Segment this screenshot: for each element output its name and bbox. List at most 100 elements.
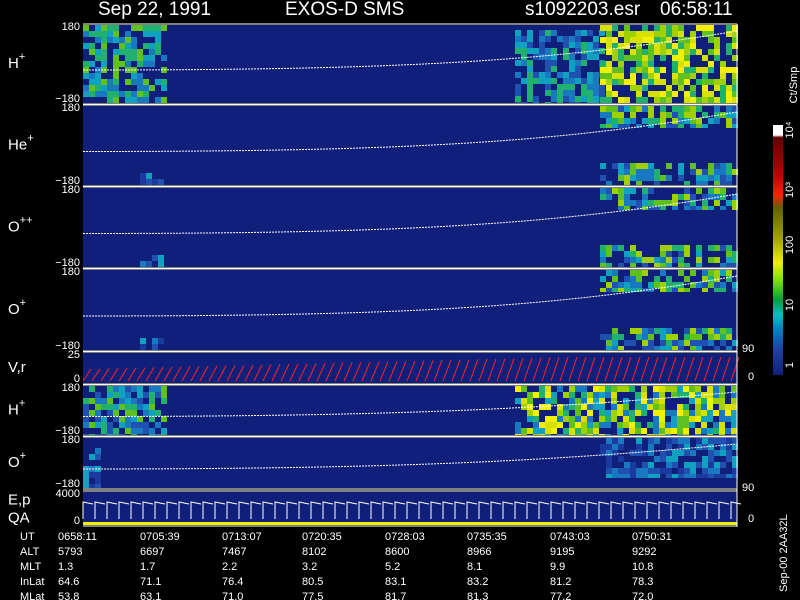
spectrogram-cell [612, 334, 618, 340]
spectrogram-cell [569, 404, 575, 410]
spectrogram-cell [624, 194, 630, 200]
spectrogram-cell [690, 200, 696, 206]
table-cell: 76.4 [222, 576, 243, 588]
spectrogram-cell [113, 404, 119, 410]
spectrogram-cell [131, 43, 137, 49]
spectrogram-cell [690, 37, 696, 43]
spectrogram-cell [678, 79, 684, 85]
spectrogram-cell [545, 102, 551, 103]
spectrogram-cell [720, 206, 726, 210]
spectrogram-cell [659, 422, 665, 428]
spectrogram-cell [642, 462, 648, 468]
spectrogram-cell [719, 434, 725, 435]
spectrogram-cell [726, 444, 732, 450]
spectrogram-cell [660, 263, 666, 267]
spectrogram-cell [551, 60, 557, 66]
spectrogram-cell [533, 72, 539, 78]
spectrogram-cell [545, 36, 551, 42]
spectrogram-cell [696, 124, 702, 128]
spectrogram-cell [636, 251, 642, 257]
y2-tick-label: 90 [742, 343, 754, 355]
spectrogram-cell [605, 392, 611, 398]
spectrogram-cell [600, 194, 606, 200]
spectrogram-cell [636, 49, 642, 55]
spectrogram-cell [83, 422, 89, 428]
spectrogram-cell [636, 61, 642, 67]
spectrogram-cell [678, 73, 684, 79]
table-cell: 1.3 [58, 561, 73, 573]
spectrogram-cell [611, 398, 617, 404]
spectrogram-cell [593, 54, 599, 60]
spectrogram-cell [605, 410, 611, 416]
table-cell: 8102 [302, 546, 326, 558]
spectrogram-cell [690, 31, 696, 37]
spectrogram-cell [623, 386, 629, 392]
spectrogram-cell [137, 61, 143, 67]
spectrogram-cell [581, 42, 587, 48]
spectrogram-cell [545, 66, 551, 72]
spectrogram-cell [557, 386, 563, 392]
spectrogram-cell [539, 72, 545, 78]
spectrogram-cell [101, 398, 107, 404]
spectrogram-cell [149, 404, 155, 410]
spectrogram-cell [612, 340, 618, 346]
spectrogram-cell [155, 79, 161, 85]
spectrogram-cell [89, 466, 95, 472]
spectrogram-cell [732, 97, 738, 103]
spectrogram-cell [143, 422, 149, 428]
spectrogram-cell [515, 42, 521, 48]
spectrogram-cell [696, 118, 702, 124]
spectrogram-cell [648, 257, 654, 263]
spectrogram-cell [720, 188, 726, 194]
spectrogram-cell [635, 410, 641, 416]
spectrogram-cell [714, 49, 720, 55]
table-cell: 0658:11 [58, 531, 97, 543]
spectrogram-cell [569, 416, 575, 422]
spectrogram-cell [95, 478, 101, 484]
spectrogram-cell [101, 91, 107, 97]
spectrogram-cell [569, 90, 575, 96]
spectrogram-cell [527, 72, 533, 78]
spectrogram-cell [569, 392, 575, 398]
table-cell: 8.1 [467, 561, 482, 573]
table-cell: 81.3 [467, 591, 488, 600]
spectrogram-cell [690, 340, 696, 346]
spectrogram-cell [95, 91, 101, 97]
spectrogram-cell [696, 282, 702, 288]
spectrogram-cell [720, 334, 726, 340]
spectrogram-cell [708, 328, 714, 334]
spectrogram-cell [636, 270, 642, 276]
spectrogram-cell [702, 282, 708, 288]
panel-label: O++ [8, 214, 33, 235]
spectrogram-cell [648, 334, 654, 340]
spectrogram-cell [690, 468, 696, 474]
spectrogram-cell [696, 175, 702, 181]
table-cell: 0728:03 [385, 531, 425, 543]
spectrogram-cell [678, 474, 684, 478]
spectrogram-cell [720, 340, 726, 346]
spectrogram-cell [539, 30, 545, 36]
spectrogram-cell [636, 282, 642, 288]
spectrogram-cell [708, 206, 714, 210]
spectrogram-cell [660, 334, 666, 340]
spectrogram-cell [137, 49, 143, 55]
spectrogram-cell [545, 392, 551, 398]
spectrogram-cell [726, 257, 732, 263]
spectrogram-cell [624, 79, 630, 85]
spectrogram-cell [684, 206, 690, 210]
y-tick-label: 180 [62, 434, 80, 446]
table-cell: 77.2 [550, 591, 571, 600]
spectrogram-cell [690, 163, 696, 169]
spectrogram-cell [557, 72, 563, 78]
spectrogram-cell [149, 31, 155, 37]
spectrogram-cell [618, 61, 624, 67]
spectrogram-cell [731, 392, 737, 398]
spectrogram-cell [714, 474, 720, 478]
spectrogram-cell [101, 43, 107, 49]
spectrogram-cell [660, 270, 666, 276]
spectrogram-cell [624, 188, 630, 194]
spectrogram-cell [731, 416, 737, 422]
spectrogram-cell [618, 163, 624, 169]
spectrogram-cell [155, 97, 161, 103]
spectrogram-cell [83, 434, 89, 435]
